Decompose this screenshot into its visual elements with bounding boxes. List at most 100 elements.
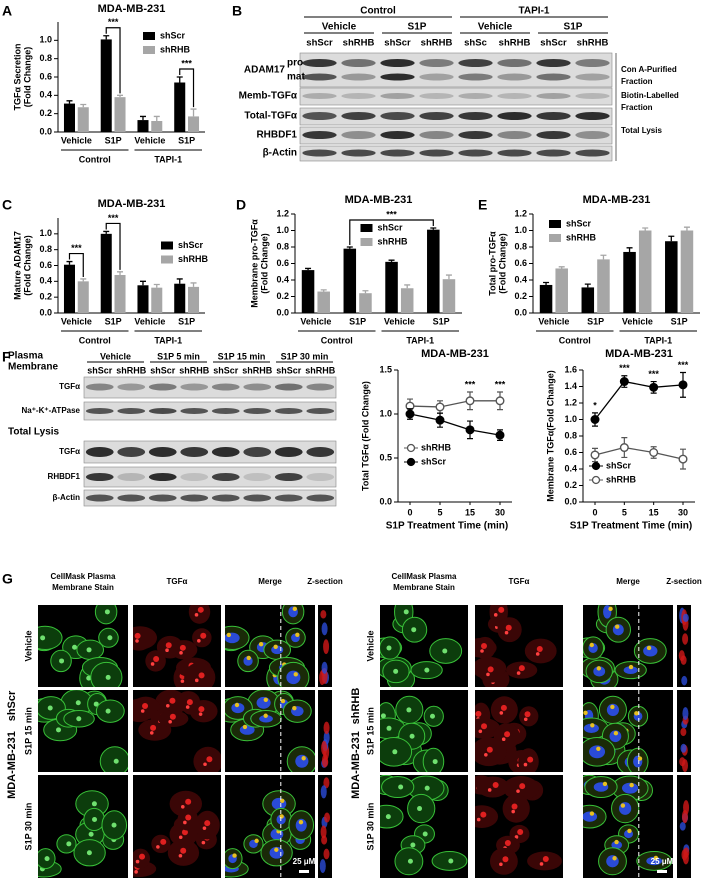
blot-f-band [306, 383, 335, 391]
y-tick-label: 0.6 [276, 258, 289, 268]
cell-granule [86, 647, 92, 653]
error-bar [626, 247, 633, 252]
legend-label: shScr [178, 240, 204, 250]
zsection-signal [682, 633, 689, 645]
y-axis-label: (Fold Change) [22, 235, 32, 296]
cell [133, 626, 158, 650]
cell-granule [165, 648, 169, 653]
panel-label: E [478, 197, 487, 213]
cell-granule [178, 835, 183, 840]
bar [114, 97, 126, 132]
cell-granule [179, 651, 183, 655]
micrograph [318, 605, 332, 687]
zsection-signal [321, 661, 328, 674]
cell-granule [47, 705, 53, 711]
x-tick-label: Vehicle [134, 135, 165, 145]
cell-granule [523, 762, 528, 767]
blot-b-band [380, 93, 415, 99]
group-label: Control [559, 335, 591, 345]
group-label: TAPI-1 [644, 335, 672, 345]
blot-f-band [85, 494, 114, 502]
cell-granule [380, 713, 386, 719]
nucleus [269, 846, 284, 859]
treatment-label: S1P [408, 22, 427, 33]
cell-granule [201, 840, 206, 845]
blot-b-band [497, 59, 532, 67]
cell [475, 717, 501, 739]
legend-swatch [360, 238, 373, 246]
zsection-signal [320, 610, 327, 619]
micrograph [225, 605, 315, 687]
cell-granule [501, 737, 506, 742]
cell-granule [493, 613, 498, 617]
treatment-label: S1P 15 min [218, 351, 266, 361]
cell-granule [181, 829, 188, 836]
cell-granule [149, 731, 154, 735]
marker [405, 409, 415, 419]
marker [465, 396, 475, 406]
micrograph [380, 605, 468, 687]
y-tick-label: 0.0 [276, 307, 289, 317]
blot-b-band [575, 149, 610, 157]
blot-b-band [575, 112, 610, 120]
row-label: TGFα [59, 447, 80, 456]
error-bar [600, 254, 607, 260]
cell-granule [226, 632, 232, 638]
row-sublabel: pro [287, 58, 303, 69]
blot-b-band [458, 93, 493, 99]
marker [678, 454, 688, 464]
row-label: Na⁺-K⁺-ATPase [21, 406, 80, 415]
cell [380, 804, 404, 829]
error-bar [320, 289, 327, 292]
cell-granule [40, 635, 46, 641]
legend-label: shRHB [160, 44, 191, 54]
cell-granule [202, 826, 207, 830]
bar [385, 261, 398, 313]
cell-granule [246, 655, 251, 661]
zsection-signal [682, 707, 689, 720]
blot-b-band [419, 149, 454, 157]
y-tick-label: 0.6 [564, 447, 577, 457]
chart-title: MDA-MB-231 [345, 194, 413, 206]
panel-label: C [2, 197, 12, 213]
cell-granule [135, 639, 139, 643]
nucleus [583, 811, 598, 822]
row-label: S1P 30 min [365, 803, 375, 851]
treatment-label: Vehicle [100, 351, 131, 361]
blot-f-band [148, 383, 177, 391]
cell-granule [504, 630, 509, 635]
cell-granule [44, 856, 50, 862]
blot-b-band [575, 131, 610, 139]
x-tick-label: Vehicle [538, 316, 569, 326]
y-tick-label: 0.8 [39, 244, 52, 254]
nucleus [643, 645, 658, 657]
cell-granule [168, 719, 172, 724]
cell-line-label: MDA-MB-231 [6, 731, 18, 799]
significance-bracket [68, 252, 84, 277]
y-axis-label: (Fold Change) [259, 233, 269, 294]
lane-label: shRHB [577, 38, 609, 49]
cell [476, 776, 509, 798]
blot-b-band [302, 112, 337, 120]
significance-label: * [593, 400, 597, 410]
cell-granule [484, 753, 488, 757]
cell-granule [478, 729, 483, 734]
error-bar [117, 271, 124, 275]
zsection-signal [681, 809, 688, 824]
bar [680, 230, 694, 313]
blot-b-band [380, 112, 415, 120]
cell-granule [185, 798, 192, 805]
series-line [594, 446, 684, 460]
row-label: β-Actin [263, 148, 297, 159]
blot-b-band [458, 59, 493, 67]
micrograph [380, 775, 468, 878]
section-label: Total Lysis [8, 427, 60, 438]
blot-b-band [458, 149, 493, 157]
bar [188, 286, 200, 313]
cell-granule [498, 606, 505, 613]
cell-granule [180, 679, 185, 683]
micrograph [583, 605, 673, 687]
cell-granule [185, 705, 190, 709]
group-label: Control [79, 154, 111, 164]
